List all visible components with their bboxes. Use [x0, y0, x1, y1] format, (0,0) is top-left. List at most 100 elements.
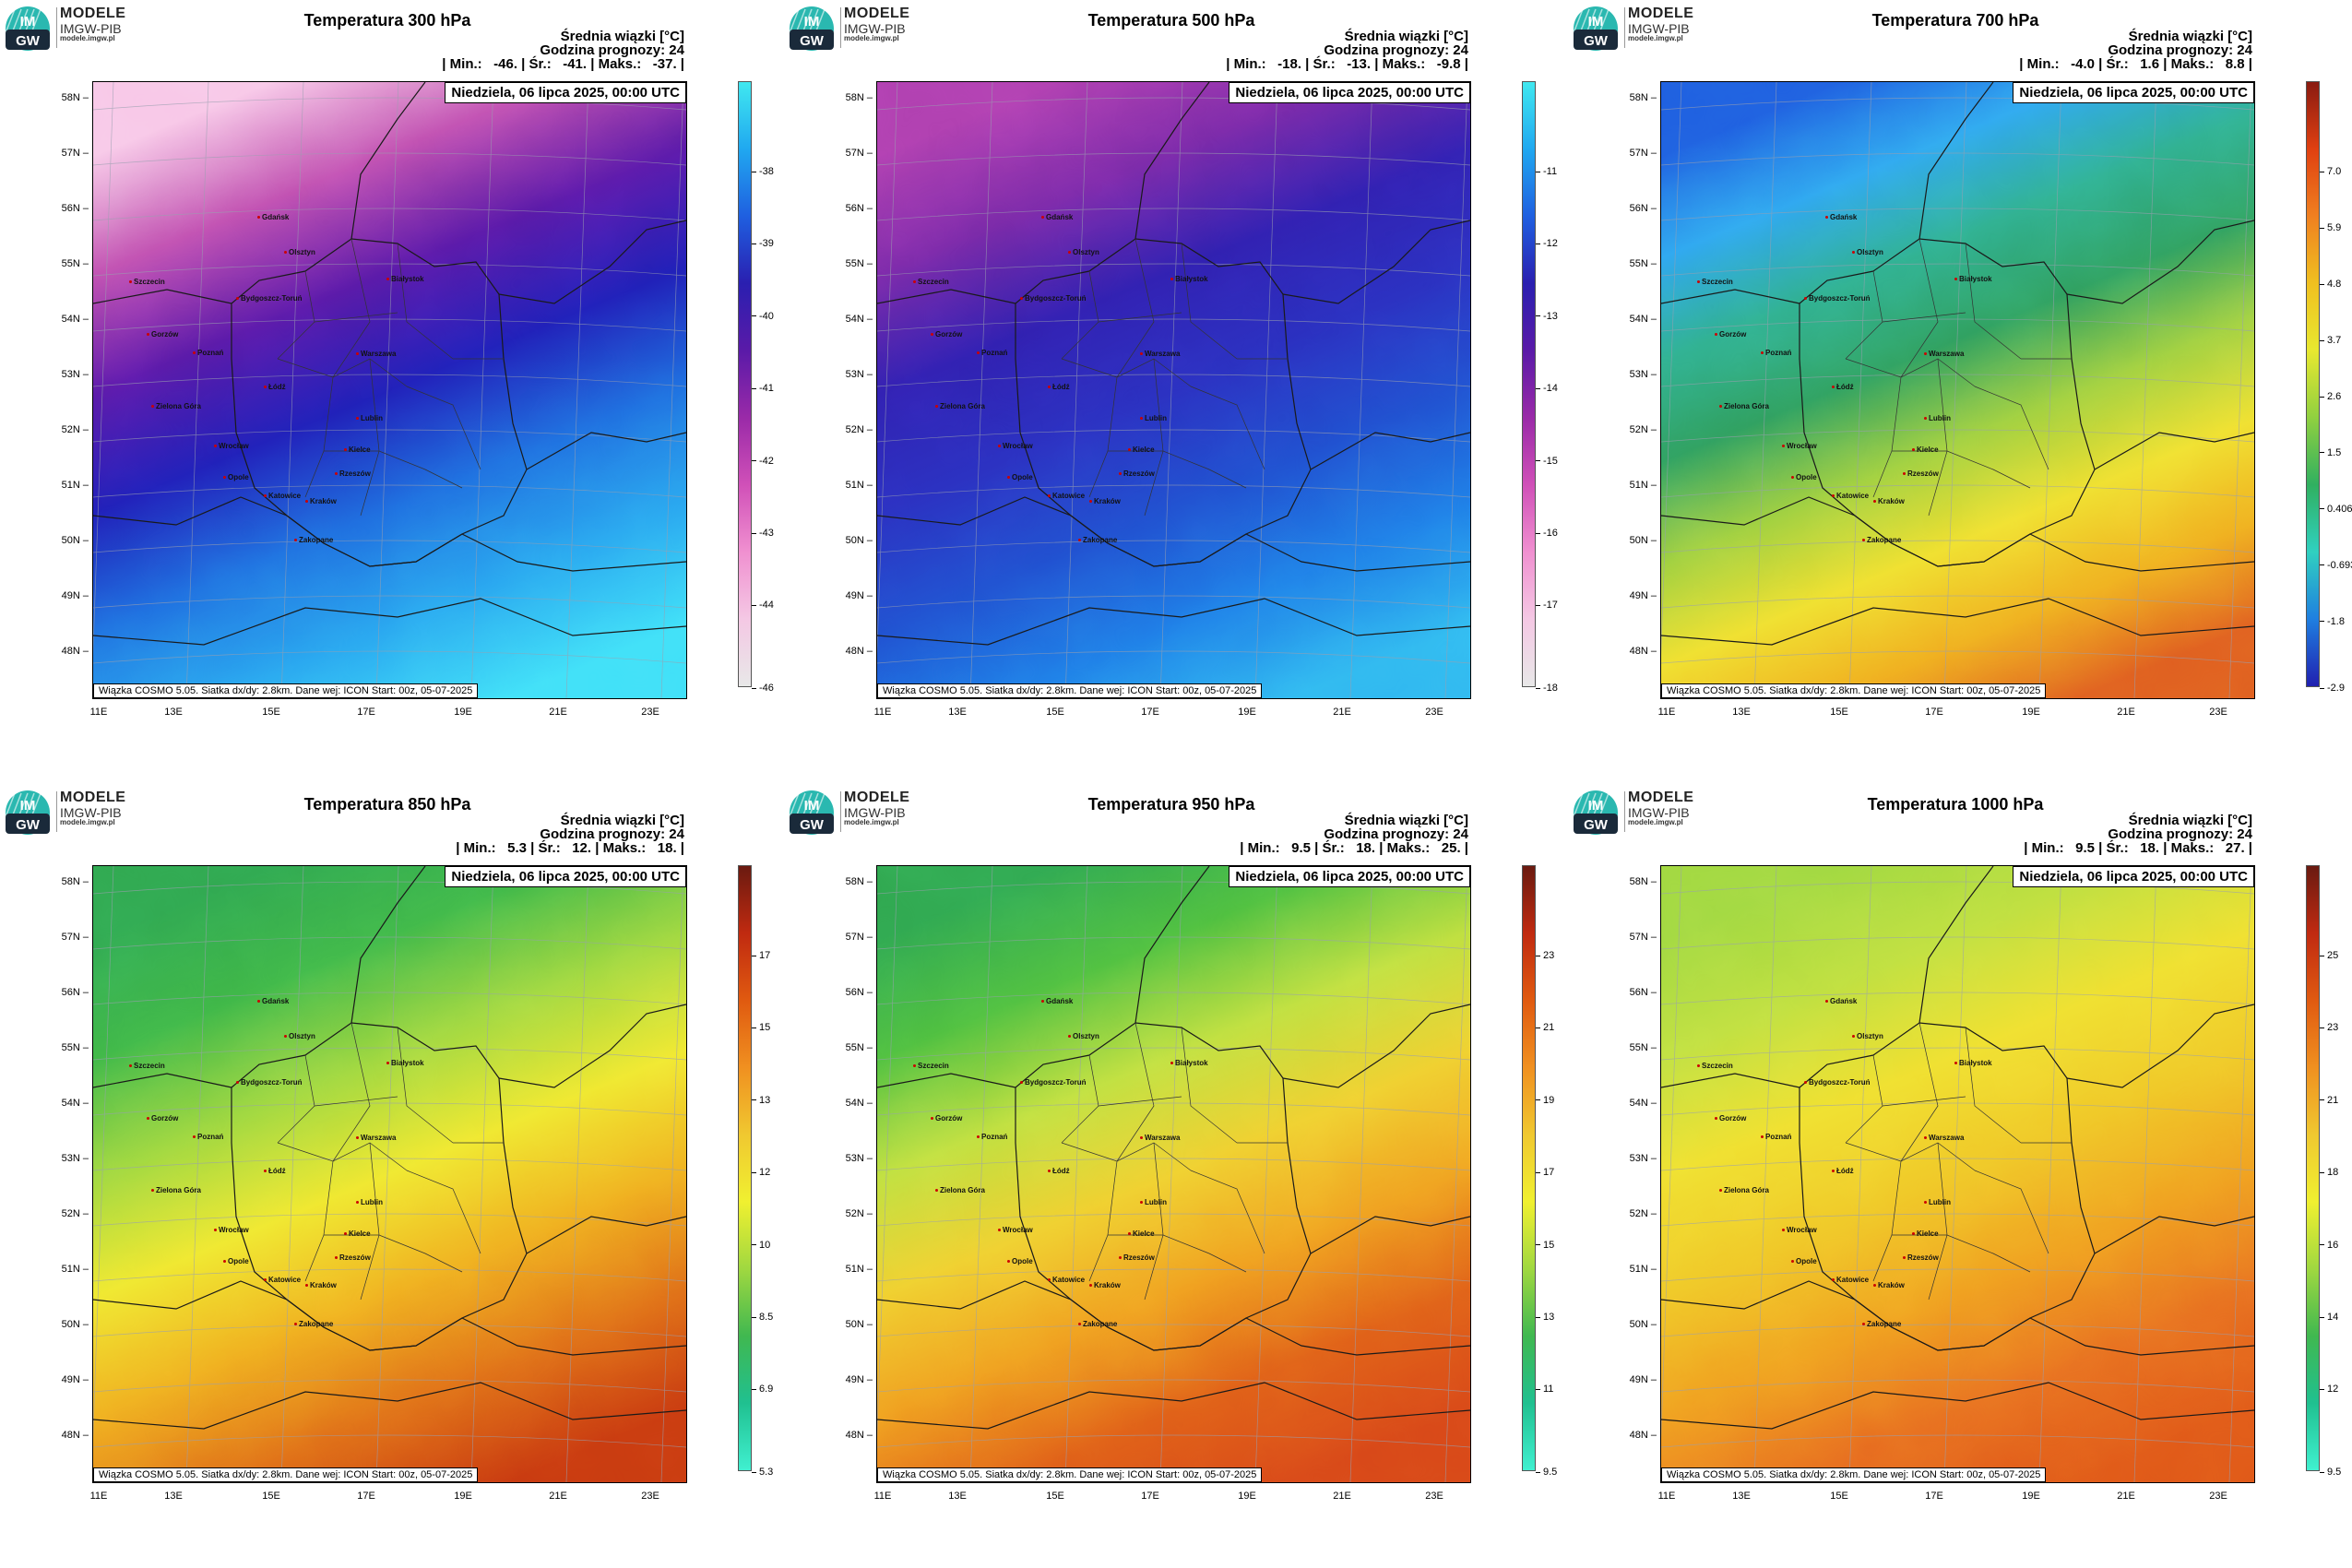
city-label: Szczecin	[913, 278, 949, 286]
graticule	[93, 866, 686, 1482]
longitude-label: 11E	[89, 1491, 108, 1502]
colorbar-tick: 6.9	[752, 1384, 773, 1395]
logo-badge-top: IM	[1588, 14, 1604, 30]
borders	[93, 82, 686, 646]
city-label: Kielce	[1128, 445, 1155, 454]
city-label: Opole	[1791, 473, 1817, 481]
colorbar-tick: -38	[752, 166, 774, 177]
colorbar-tick: -17	[1536, 600, 1558, 611]
city-label: Kraków	[1873, 1281, 1905, 1289]
city-label: Łódź	[264, 1167, 286, 1175]
colorbar-tick: 9.5	[2320, 1467, 2341, 1478]
logo-line3: modele.imgw.pl	[1628, 34, 1683, 43]
colorbar-tick: -12	[1536, 238, 1558, 249]
temperature-map: Gdańsk Olsztyn Szczecin Białystok Bydgoszcz-…	[876, 865, 1471, 1483]
header-line2: Godzina prognozy: 24	[1324, 42, 1468, 58]
colorbar-tick: -2.9	[2320, 683, 2345, 694]
logo-text: MODELE IMGW-PIB modele.imgw.pl	[60, 6, 125, 43]
city-label: Gdańsk	[1041, 213, 1073, 221]
latitude-label: 56N –	[61, 987, 89, 998]
latitude-label: 49N –	[845, 1374, 873, 1385]
city-label: Bydgoszcz-Toruń	[1804, 1078, 1871, 1087]
city-label: Kielce	[1128, 1229, 1155, 1238]
latitude-label: 53N –	[1629, 1153, 1657, 1164]
logo-line2: IMGW-PIB	[60, 20, 122, 36]
forecast-panel: IM GW MODELE IMGW-PIB modele.imgw.pl Temperat…	[0, 784, 784, 1568]
latitude-label: 50N –	[61, 1319, 89, 1330]
logo-line2: IMGW-PIB	[844, 20, 906, 36]
longitude-label: 17E	[1925, 1491, 1943, 1502]
colorbar-tick: 8.5	[752, 1312, 773, 1323]
colorbar-tick: -0.693	[2320, 560, 2352, 571]
panel-info: Średnia wiązki [°C] Godzina prognozy: 24 |…	[2019, 30, 2252, 71]
latitude-label: 56N –	[61, 203, 89, 214]
header-line2: Godzina prognozy: 24	[2108, 826, 2252, 842]
imgw-logo-icon: IM GW	[782, 6, 835, 52]
forecast-panel: IM GW MODELE IMGW-PIB modele.imgw.pl Temperat…	[782, 784, 1568, 1568]
city-label: Poznań	[193, 1133, 223, 1141]
city-label: Olsztyn	[1852, 248, 1883, 256]
panel-info: Średnia wiązki [°C] Godzina prognozy: 24 |…	[1240, 814, 1468, 855]
logo-text: MODELE IMGW-PIB modele.imgw.pl	[60, 790, 125, 827]
logo-text: MODELE IMGW-PIB modele.imgw.pl	[1628, 6, 1693, 43]
city-label: Łódź	[1048, 383, 1070, 391]
header-line1: Średnia wiązki [°C]	[1344, 29, 1468, 44]
city-label: Gdańsk	[1041, 997, 1073, 1005]
city-label: Rzeszów	[1119, 469, 1155, 478]
model-footer: Wiązka COSMO 5.05. Siatka dx/dy: 2.8km. …	[1661, 683, 2047, 698]
city-label: Gorzów	[931, 330, 962, 339]
forecast-date: Niedziela, 06 lipca 2025, 00:00 UTC	[2013, 866, 2254, 887]
stats-line: | Min.: -18. | Śr.: -13. | Maks.: -9.8 |	[1226, 56, 1468, 72]
colorbar	[738, 865, 752, 1471]
city-label: Opole	[223, 1257, 249, 1265]
latitude-label: 54N –	[61, 1098, 89, 1109]
forecast-panel: IM GW MODELE IMGW-PIB modele.imgw.pl Temperat…	[0, 0, 784, 784]
city-label: Rzeszów	[335, 469, 371, 478]
logo-line2: IMGW-PIB	[60, 804, 122, 820]
longitude-label: 11E	[873, 707, 892, 718]
city-label: Gdańsk	[1825, 997, 1857, 1005]
city-label: Lublin	[1924, 1198, 1951, 1206]
city-label: Łódź	[264, 383, 286, 391]
city-label: Kielce	[1912, 445, 1939, 454]
colorbar-tick: 15	[752, 1022, 770, 1033]
latitude-label: 49N –	[845, 590, 873, 601]
stats-line: | Min.: -46. | Śr.: -41. | Maks.: -37. |	[442, 56, 684, 72]
city-label: Bydgoszcz-Toruń	[1804, 294, 1871, 303]
city-label: Kielce	[344, 1229, 371, 1238]
imgw-logo-icon: IM GW	[0, 790, 51, 836]
colorbar-tick: 19	[1536, 1095, 1554, 1106]
city-label: Zielona Góra	[935, 402, 985, 410]
longitude-label: 17E	[357, 707, 375, 718]
city-label: Zakopane	[294, 1320, 333, 1328]
logo-line1: MODELE	[844, 6, 910, 21]
temperature-map: Gdańsk Olsztyn Szczecin Białystok Bydgoszcz-…	[1660, 81, 2255, 699]
colorbar-tick: -16	[1536, 528, 1558, 539]
stats-line: | Min.: 9.5 | Śr.: 18. | Maks.: 25. |	[1240, 840, 1468, 856]
longitude-label: 15E	[1046, 707, 1064, 718]
city-label: Zakopane	[1862, 536, 1901, 544]
stats-line: | Min.: 5.3 | Śr.: 12. | Maks.: 18. |	[456, 840, 684, 856]
city-label: Katowice	[1048, 1276, 1085, 1284]
logo-divider	[840, 7, 841, 48]
logo-badge-top: IM	[804, 14, 820, 30]
city-label: Zielona Góra	[151, 1186, 201, 1194]
model-footer: Wiązka COSMO 5.05. Siatka dx/dy: 2.8km. …	[1661, 1467, 2047, 1482]
latitude-label: 56N –	[1629, 203, 1657, 214]
colorbar-tick: 14	[2320, 1312, 2338, 1323]
logo-divider	[56, 7, 57, 48]
latitude-label: 51N –	[1629, 480, 1657, 491]
latitude-label: 57N –	[61, 148, 89, 159]
longitude-label: 19E	[454, 1491, 472, 1502]
city-label: Rzeszów	[335, 1253, 371, 1262]
city-label: Gdańsk	[257, 213, 289, 221]
city-label: Białystok	[1954, 1059, 1992, 1067]
city-label: Kielce	[344, 445, 371, 454]
longitude-label: 11E	[1657, 707, 1676, 718]
city-label: Opole	[223, 473, 249, 481]
longitude-label: 15E	[1046, 1491, 1064, 1502]
longitude-label: 13E	[164, 1491, 183, 1502]
panel-title: Temperatura 700 hPa	[1871, 11, 2039, 30]
colorbar-tick: 17	[752, 950, 770, 961]
colorbar	[1522, 865, 1536, 1471]
